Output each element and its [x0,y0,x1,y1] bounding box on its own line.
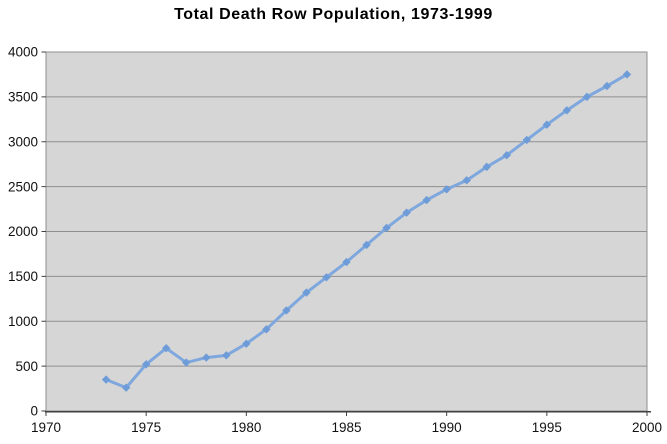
data-point-marker [362,240,371,250]
data-point-marker [282,306,291,315]
data-point-marker [422,195,431,205]
x-tick-label: 1980 [231,420,261,435]
x-tick-label: 1985 [331,420,361,435]
data-point-marker [402,208,411,217]
data-point-marker [462,176,471,185]
data-point-marker [242,339,251,348]
data-point-marker [141,360,151,369]
data-point-marker [101,375,111,384]
y-tick-label: 2500 [8,179,38,194]
data-point-marker [222,351,231,360]
data-point-marker [182,358,191,367]
data-point-marker [582,92,592,102]
data-point-marker [502,151,511,160]
y-tick-label: 3000 [8,134,38,149]
data-point-marker [342,257,351,267]
y-tick-label: 500 [15,359,38,374]
data-point-marker [522,135,531,145]
y-tick-label: 1500 [8,269,38,284]
x-tick-label: 2000 [632,420,662,435]
data-point-marker [622,70,632,79]
y-tick-label: 3500 [8,90,38,105]
data-point-marker [482,162,491,172]
data-point-marker [262,325,271,334]
data-point-marker [442,185,451,194]
x-tick-label: 1975 [131,420,161,435]
data-point-marker [162,343,171,353]
x-tick-label: 1990 [432,420,462,435]
data-point-marker [382,223,391,233]
x-tick-label: 1970 [31,420,61,435]
data-point-marker [562,106,572,115]
data-point-marker [202,353,211,362]
y-tick-label: 1000 [8,314,38,329]
data-point-marker [602,81,612,91]
y-tick-label: 2000 [8,224,38,239]
y-tick-label: 0 [30,404,38,419]
y-tick-label: 4000 [8,45,38,60]
data-point-marker [542,120,552,129]
data-point-marker [322,273,331,282]
data-point-marker [302,288,311,297]
chart-title: Total Death Row Population, 1973-1999 [174,6,493,23]
x-tick-label: 1995 [532,420,562,435]
data-point-marker [121,383,131,392]
